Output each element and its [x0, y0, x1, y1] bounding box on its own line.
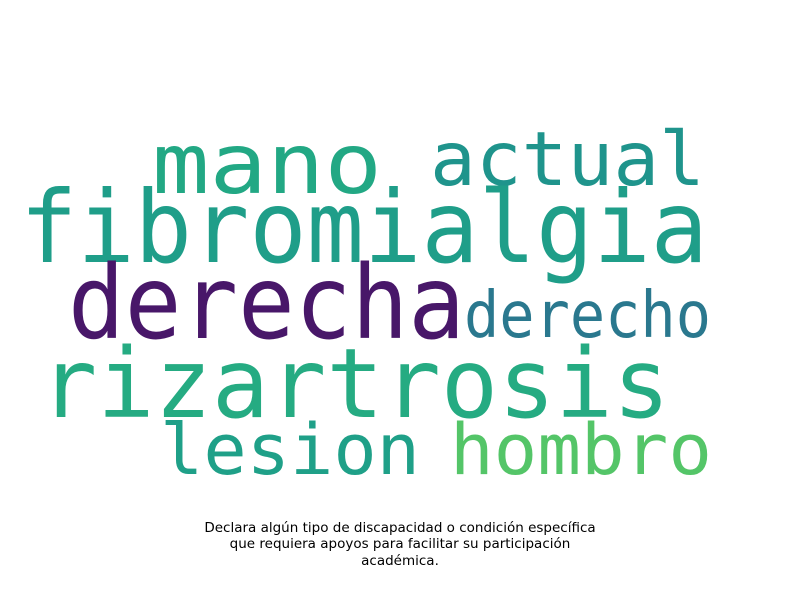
- caption-line: que requiera apoyos para facilitar su pa…: [229, 536, 571, 553]
- caption-line: académica.: [361, 552, 439, 569]
- word-hombro: hombro: [450, 409, 712, 491]
- caption-line: Declara algún tipo de discapacidad o con…: [204, 520, 596, 536]
- word-mano: mano: [152, 115, 382, 213]
- word-rizartrosis: rizartrosis: [40, 328, 670, 440]
- figure-caption: Declara algún tipo de discapacidad o con…: [100, 520, 700, 569]
- word-derecho: derecho: [464, 279, 711, 353]
- word-lesion: lesion: [160, 409, 420, 491]
- word-actual: actual: [430, 115, 705, 203]
- word-fibromialgia: fibromialgia: [20, 169, 708, 286]
- word-derecha: derecha: [68, 244, 465, 363]
